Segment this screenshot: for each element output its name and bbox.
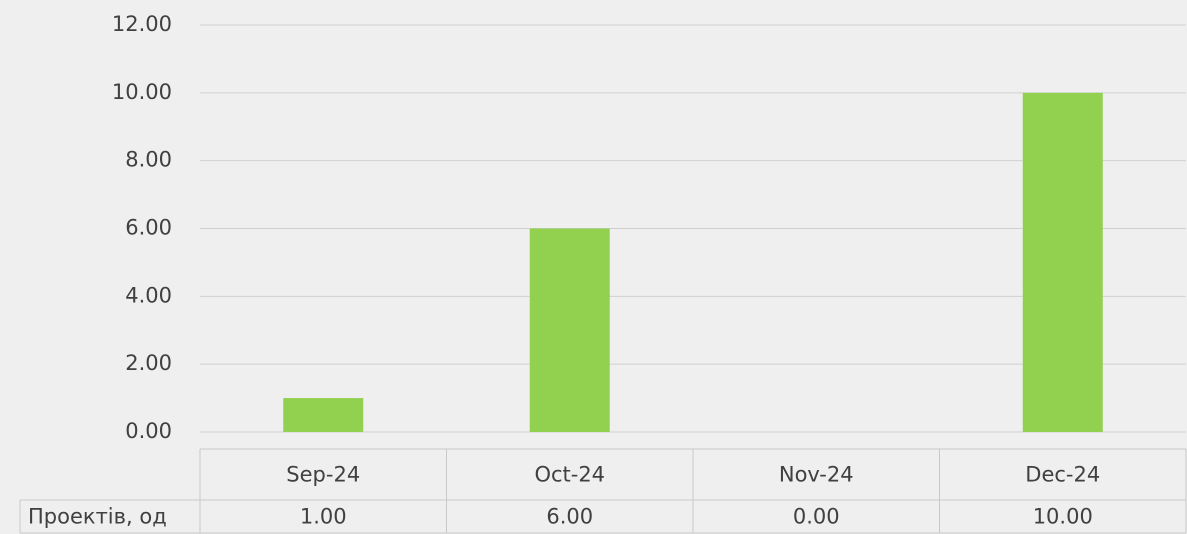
- table-value: 1.00: [300, 505, 347, 529]
- row-label: Проектів, од: [28, 505, 167, 529]
- bar: [283, 398, 364, 432]
- table-value: 0.00: [793, 505, 840, 529]
- y-tick-label: 6.00: [125, 216, 172, 240]
- x-tick-label: Dec-24: [1025, 463, 1100, 487]
- x-tick-label: Nov-24: [779, 463, 854, 487]
- table-value: 6.00: [546, 505, 593, 529]
- y-tick-label: 4.00: [125, 283, 172, 307]
- bar: [1022, 92, 1103, 432]
- x-tick-label: Oct-24: [534, 463, 605, 487]
- y-tick-label: 0.00: [125, 419, 172, 443]
- y-tick-label: 12.00: [112, 12, 172, 36]
- bar: [529, 228, 610, 432]
- y-tick-label: 10.00: [112, 80, 172, 104]
- y-tick-label: 8.00: [125, 148, 172, 172]
- y-tick-label: 2.00: [125, 351, 172, 375]
- x-tick-label: Sep-24: [286, 463, 360, 487]
- table-value: 10.00: [1033, 505, 1093, 529]
